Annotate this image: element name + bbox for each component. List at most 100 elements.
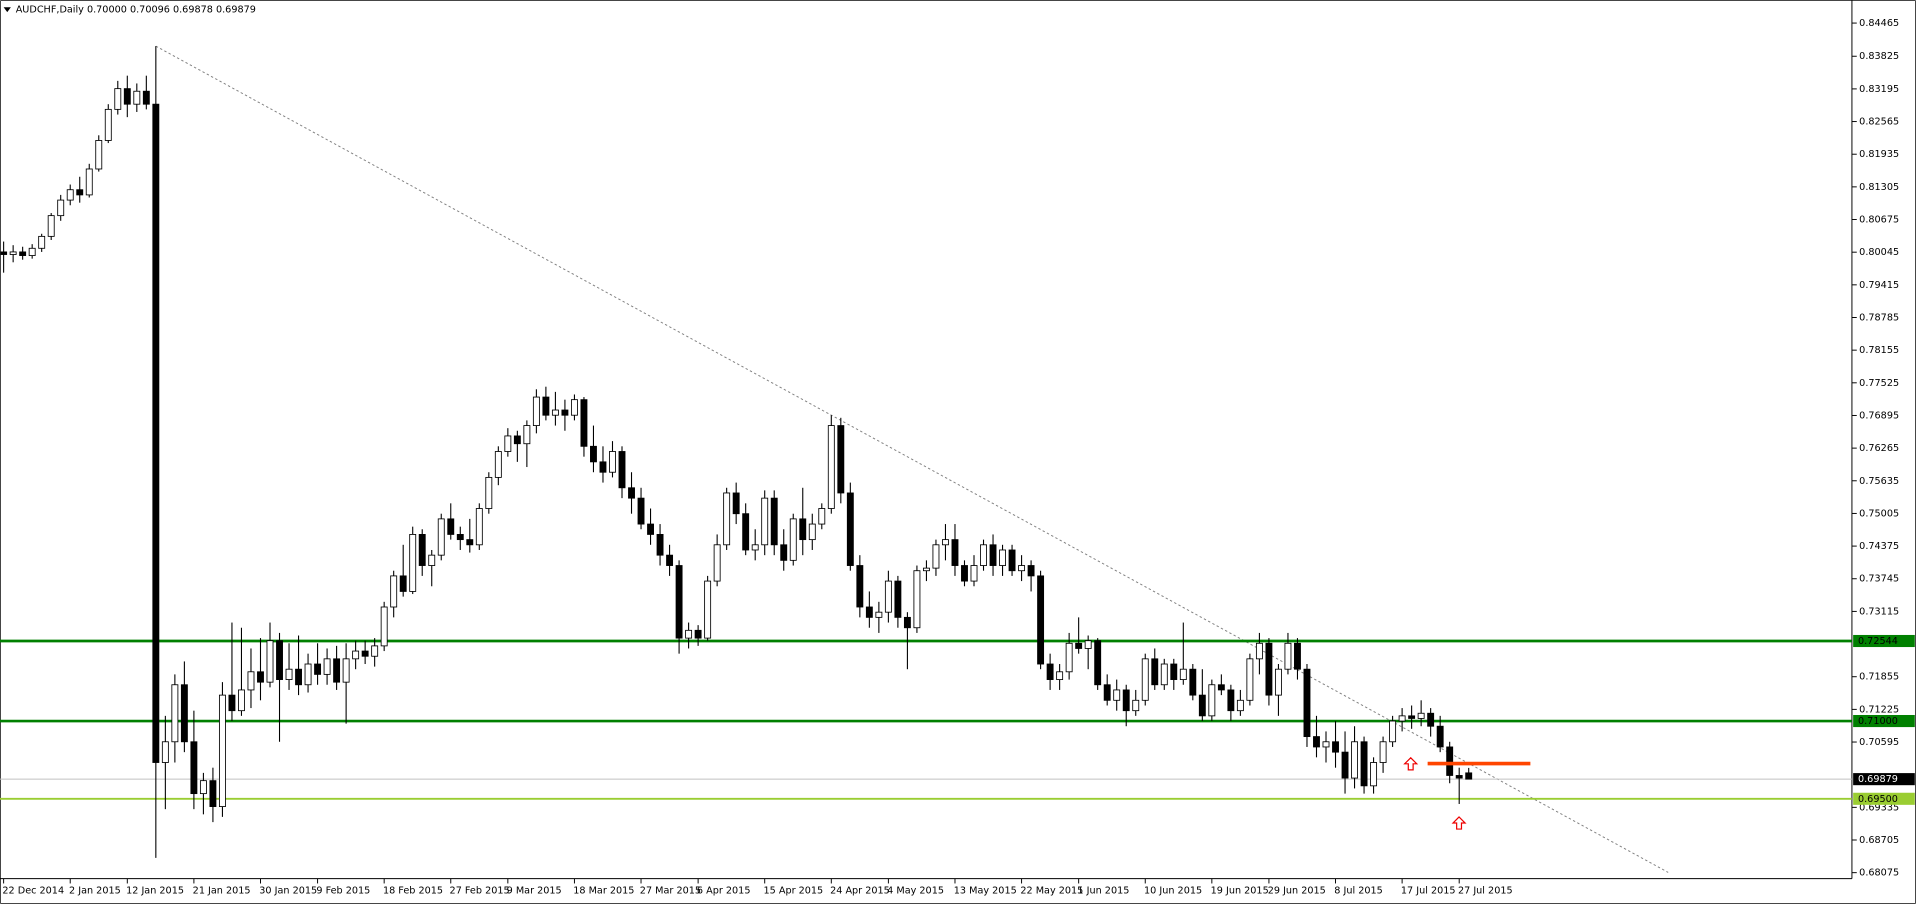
y-tick-label: 0.80675 <box>1859 215 1899 226</box>
candle-body <box>903 616 911 629</box>
candle-body <box>266 640 274 683</box>
candle-body <box>38 235 46 249</box>
candle-body <box>837 425 845 494</box>
y-tick-label: 0.78155 <box>1859 345 1899 356</box>
candle-body <box>1379 741 1387 763</box>
candle-body <box>932 544 940 569</box>
x-tick-label: 30 Jan 2015 <box>259 886 317 897</box>
candle-body <box>1075 642 1083 649</box>
candle-body <box>875 611 883 618</box>
candle-body <box>333 658 341 683</box>
candle-body <box>323 658 331 675</box>
candle-body <box>1094 640 1102 686</box>
y-tick-label: 0.76265 <box>1859 443 1899 454</box>
candle-body <box>561 409 569 416</box>
y-tick-label: 0.69335 <box>1859 802 1899 813</box>
candle-body <box>1189 668 1197 696</box>
x-tick-label: 1 Jun 2015 <box>1077 886 1129 897</box>
x-tick-label: 2 Jan 2015 <box>69 886 121 897</box>
candle-body <box>780 544 788 561</box>
y-tick-label: 0.79415 <box>1859 280 1899 291</box>
candle-body <box>494 451 502 478</box>
level-label: 0.69500 <box>1858 794 1898 805</box>
candle-body <box>1132 699 1140 712</box>
candle-body <box>704 580 712 639</box>
x-tick-label: 17 Jul 2015 <box>1401 886 1456 897</box>
candle-body <box>1360 741 1368 787</box>
candle-body <box>247 671 255 691</box>
level-label-box <box>1853 773 1915 786</box>
y-tick-label: 0.73745 <box>1859 574 1899 585</box>
candle-body <box>19 251 27 256</box>
candle-body <box>95 140 103 170</box>
candle-body <box>628 487 635 499</box>
candle-body <box>865 606 873 618</box>
candle-body <box>276 640 283 680</box>
candle-body <box>114 88 122 110</box>
candle-body <box>590 445 597 463</box>
candle-body <box>209 780 217 807</box>
menu-triangle <box>3 7 11 13</box>
candle-body <box>580 399 588 447</box>
candle-body <box>104 108 112 141</box>
candle-body <box>0 251 8 255</box>
y-tick-label: 0.68705 <box>1859 835 1899 846</box>
candle-body <box>894 580 902 618</box>
candle-body <box>922 567 930 572</box>
candle-body <box>1246 658 1254 701</box>
candle-body <box>257 671 264 683</box>
candle-body <box>570 399 578 416</box>
x-tick-label: 15 Apr 2015 <box>763 886 823 897</box>
candle-body <box>171 684 179 743</box>
candle-body <box>989 544 997 566</box>
candle-body <box>542 396 550 416</box>
y-tick-label: 0.71855 <box>1859 672 1899 683</box>
candle-body <box>666 554 674 566</box>
candle-body <box>1341 751 1349 779</box>
candle-body <box>1018 565 1026 572</box>
y-tick-label: 0.75635 <box>1859 476 1899 487</box>
candle-body <box>1455 775 1463 779</box>
candle-body <box>1217 684 1225 691</box>
x-tick-label: 27 Mar 2015 <box>640 886 701 897</box>
candle-body <box>913 570 921 629</box>
candle-body <box>66 189 74 201</box>
candle-body <box>1084 640 1092 649</box>
candle-body <box>818 508 826 525</box>
x-tick-label: 4 May 2015 <box>887 886 944 897</box>
candle-body <box>466 539 474 546</box>
candle-body <box>409 534 417 592</box>
candle-body <box>742 513 750 551</box>
candle-body <box>1227 689 1235 712</box>
candle-body <box>789 518 797 561</box>
y-tick-label: 0.68075 <box>1859 868 1899 879</box>
candle-body <box>456 534 464 541</box>
x-tick-label: 18 Feb 2015 <box>383 886 443 897</box>
candle-body <box>1046 663 1054 680</box>
x-tick-label: 19 Jun 2015 <box>1211 886 1269 897</box>
candle-body <box>238 689 245 712</box>
x-tick-label: 9 Mar 2015 <box>507 886 562 897</box>
candle-body <box>218 694 226 807</box>
candle-body <box>685 629 693 639</box>
y-tick-label: 0.80045 <box>1859 247 1899 258</box>
candle-body <box>1427 712 1435 727</box>
candle-body <box>295 668 302 686</box>
arrow-up <box>1451 816 1467 830</box>
candle-body <box>618 451 626 489</box>
candle-body <box>123 88 131 105</box>
candle-body <box>647 523 654 535</box>
candle-body <box>1417 712 1425 719</box>
level-label: 0.69879 <box>1858 774 1898 785</box>
y-tick-label: 0.81935 <box>1859 149 1899 160</box>
candle-body <box>1122 689 1130 712</box>
candle-body <box>884 580 892 613</box>
candle-body <box>761 497 769 546</box>
y-tick-label: 0.81305 <box>1859 182 1899 193</box>
level-label-box <box>1853 714 1915 728</box>
y-tick-label: 0.71225 <box>1859 704 1899 715</box>
x-tick-label: 21 Jan 2015 <box>193 886 251 897</box>
candle-body <box>199 780 207 795</box>
